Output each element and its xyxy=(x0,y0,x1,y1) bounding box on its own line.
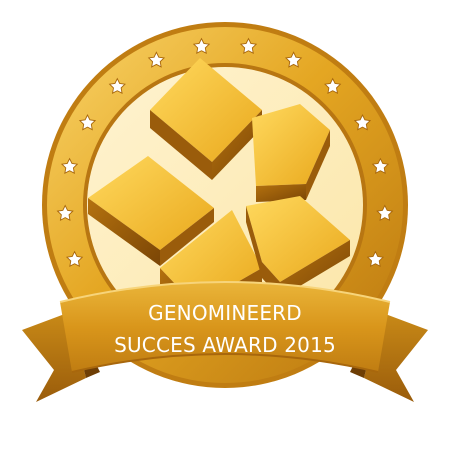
award-line-1: GENOMINEERD xyxy=(148,301,302,325)
award-line-2: SUCCES AWARD 2015 xyxy=(114,333,336,357)
cube-bottom-right xyxy=(246,196,350,298)
ribbon-banner xyxy=(22,281,428,402)
cube-left xyxy=(88,156,214,266)
cube-top-left xyxy=(150,58,262,180)
ribbon-band xyxy=(60,282,390,372)
